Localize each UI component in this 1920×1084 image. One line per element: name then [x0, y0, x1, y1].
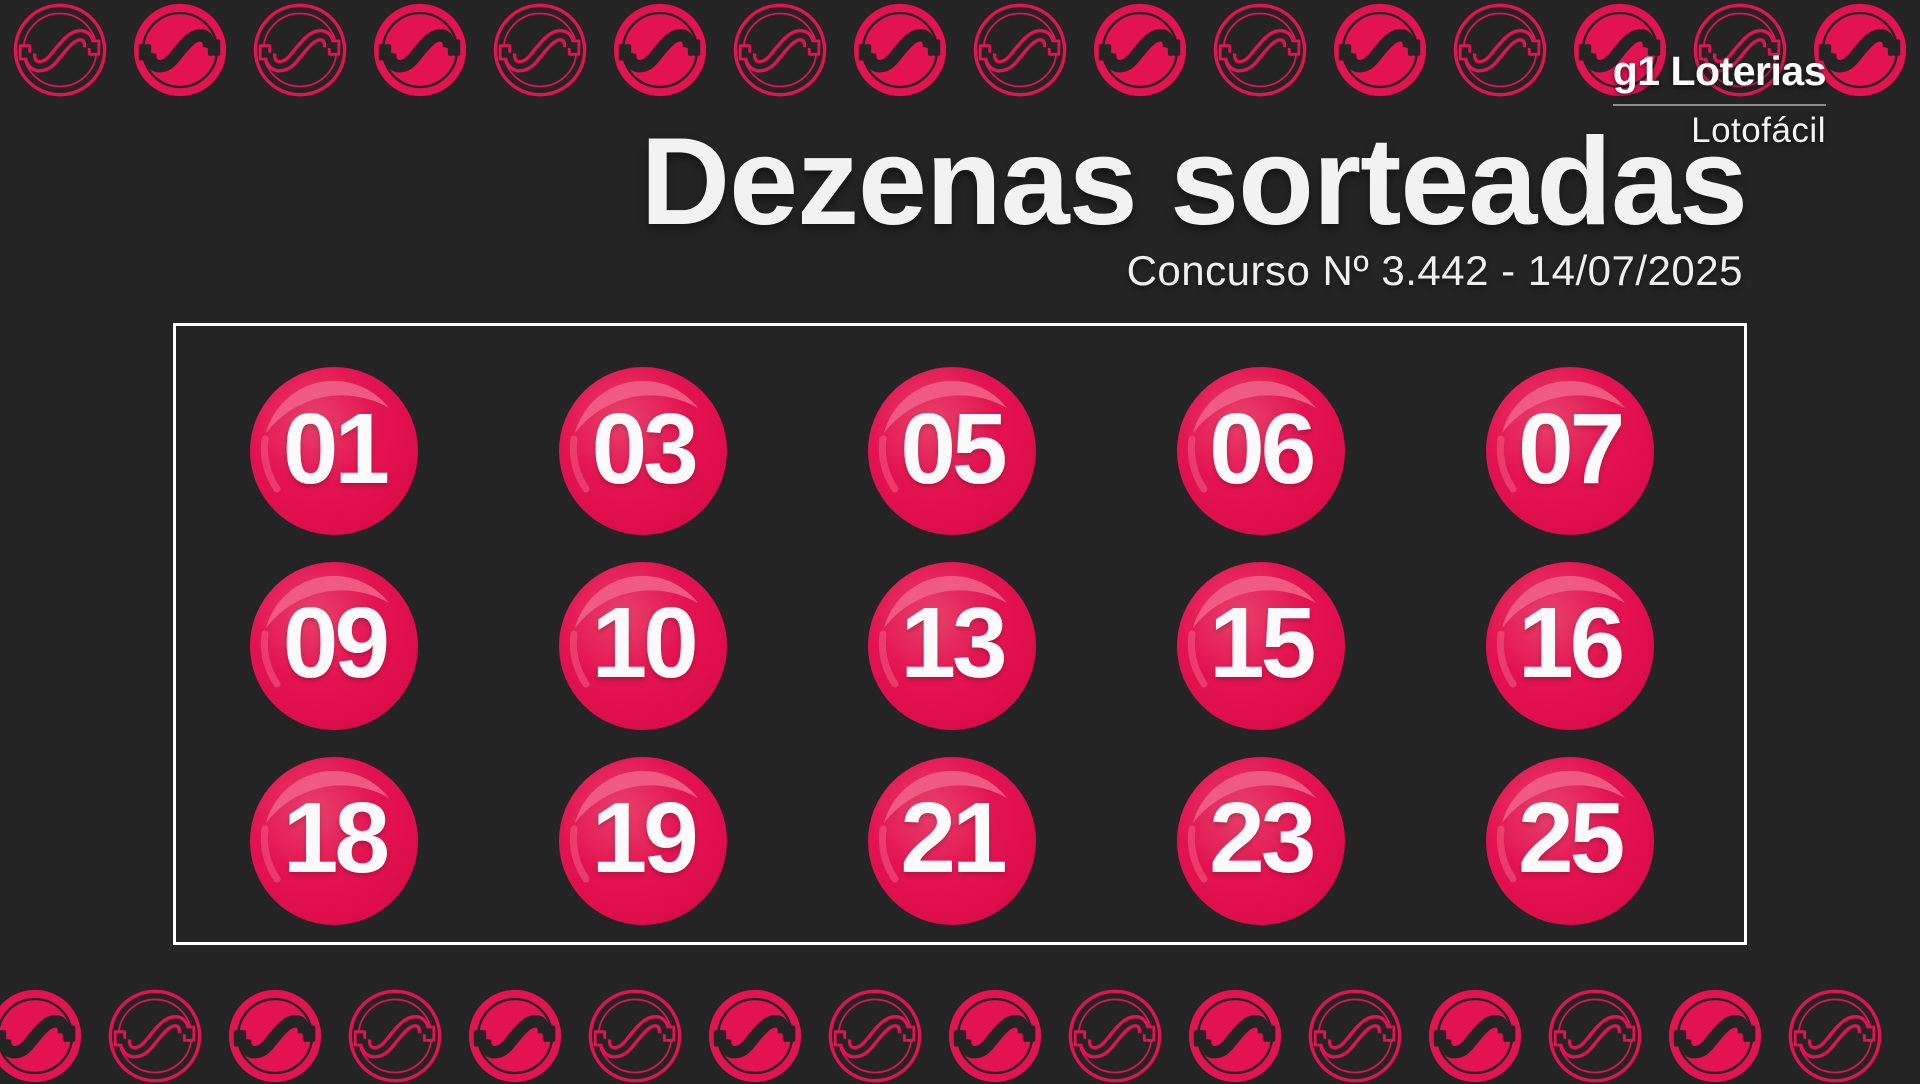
ball-cell: 16 [1415, 549, 1724, 744]
lottery-ball: 01 [250, 367, 419, 536]
ball-number: 06 [1209, 392, 1316, 505]
money-coin-icon [0, 988, 83, 1084]
money-coin-icon [1212, 2, 1308, 98]
ball-cell: 13 [798, 549, 1107, 744]
ball-number: 10 [591, 587, 699, 700]
ball-cell: 25 [1415, 743, 1724, 938]
lottery-ball: 25 [1485, 756, 1654, 925]
money-coin-icon [1452, 2, 1548, 98]
ball-cell: 15 [1106, 549, 1415, 744]
ball-cell: 21 [798, 743, 1107, 938]
bottom-coin-border [0, 988, 1883, 1084]
money-coin-icon [107, 988, 203, 1084]
money-coin-icon [372, 2, 468, 98]
money-coin-icon [12, 2, 108, 98]
money-coin-icon [1307, 988, 1403, 1084]
ball-cell: 01 [180, 354, 489, 549]
ball-cell: 06 [1106, 354, 1415, 549]
money-coin-icon [1787, 988, 1883, 1084]
lottery-ball: 07 [1485, 367, 1654, 536]
money-coin-icon [1332, 2, 1428, 98]
money-coin-icon [227, 988, 323, 1084]
money-coin-icon [252, 2, 348, 98]
money-coin-icon [612, 2, 708, 98]
money-coin-icon [347, 988, 443, 1084]
money-coin-icon [1667, 988, 1763, 1084]
ball-number: 25 [1517, 782, 1625, 895]
lottery-ball: 13 [867, 561, 1036, 730]
ball-cell: 18 [180, 743, 489, 938]
money-coin-icon [827, 988, 923, 1084]
money-coin-icon [492, 2, 588, 98]
ball-number: 05 [900, 392, 1007, 505]
money-coin-icon [852, 2, 948, 98]
lottery-ball: 03 [559, 367, 728, 536]
ball-number: 03 [591, 392, 699, 505]
lottery-ball: 23 [1176, 756, 1345, 925]
ball-cell: 19 [489, 743, 798, 938]
contest-subtitle: Concurso Nº 3.442 - 14/07/2025 [1126, 247, 1743, 294]
ball-number: 13 [900, 587, 1007, 700]
logo-text: g1 Loterias [1612, 48, 1827, 106]
ball-cell: 23 [1106, 743, 1415, 938]
money-coin-icon [1067, 988, 1163, 1084]
money-coin-icon [1812, 2, 1908, 98]
ball-cell: 10 [489, 549, 798, 744]
lottery-ball: 16 [1485, 561, 1654, 730]
lottery-ball: 10 [559, 561, 728, 730]
money-coin-icon [1547, 988, 1643, 1084]
lottery-ball: 19 [559, 756, 728, 925]
page-title: Dezenas sorteadas [640, 113, 1748, 251]
ball-cell: 03 [489, 354, 798, 549]
ball-number: 16 [1517, 587, 1625, 700]
money-coin-icon [707, 988, 803, 1084]
money-coin-icon [132, 2, 228, 98]
ball-cell: 07 [1415, 354, 1724, 549]
ball-cell: 05 [798, 354, 1107, 549]
money-coin-icon [947, 988, 1043, 1084]
money-coin-icon [732, 2, 828, 98]
money-coin-icon [972, 2, 1068, 98]
ball-number: 07 [1517, 392, 1625, 505]
ball-cell: 09 [180, 549, 489, 744]
money-coin-icon [467, 988, 563, 1084]
ball-number: 09 [282, 587, 390, 700]
lottery-ball: 21 [867, 756, 1036, 925]
ball-number: 23 [1209, 782, 1316, 895]
lottery-ball: 05 [867, 367, 1036, 536]
money-coin-icon [1092, 2, 1188, 98]
money-coin-icon [587, 988, 683, 1084]
money-coin-icon [1187, 988, 1283, 1084]
g1-loterias-logo: g1 Loterias Lotofácil [1612, 48, 1827, 151]
ball-number: 01 [282, 392, 390, 505]
ball-number: 21 [900, 782, 1007, 895]
ball-number: 18 [282, 782, 390, 895]
ball-number: 15 [1209, 587, 1316, 700]
lottery-ball: 15 [1176, 561, 1345, 730]
money-coin-icon [1427, 988, 1523, 1084]
lottery-ball: 18 [250, 756, 419, 925]
drawn-numbers-board: 01 03 05 06 07 09 [173, 323, 1747, 945]
ball-number: 19 [591, 782, 699, 895]
lottery-ball: 09 [250, 561, 419, 730]
lottery-product-label: Lotofácil [1691, 111, 1826, 150]
lottery-ball: 06 [1176, 367, 1345, 536]
